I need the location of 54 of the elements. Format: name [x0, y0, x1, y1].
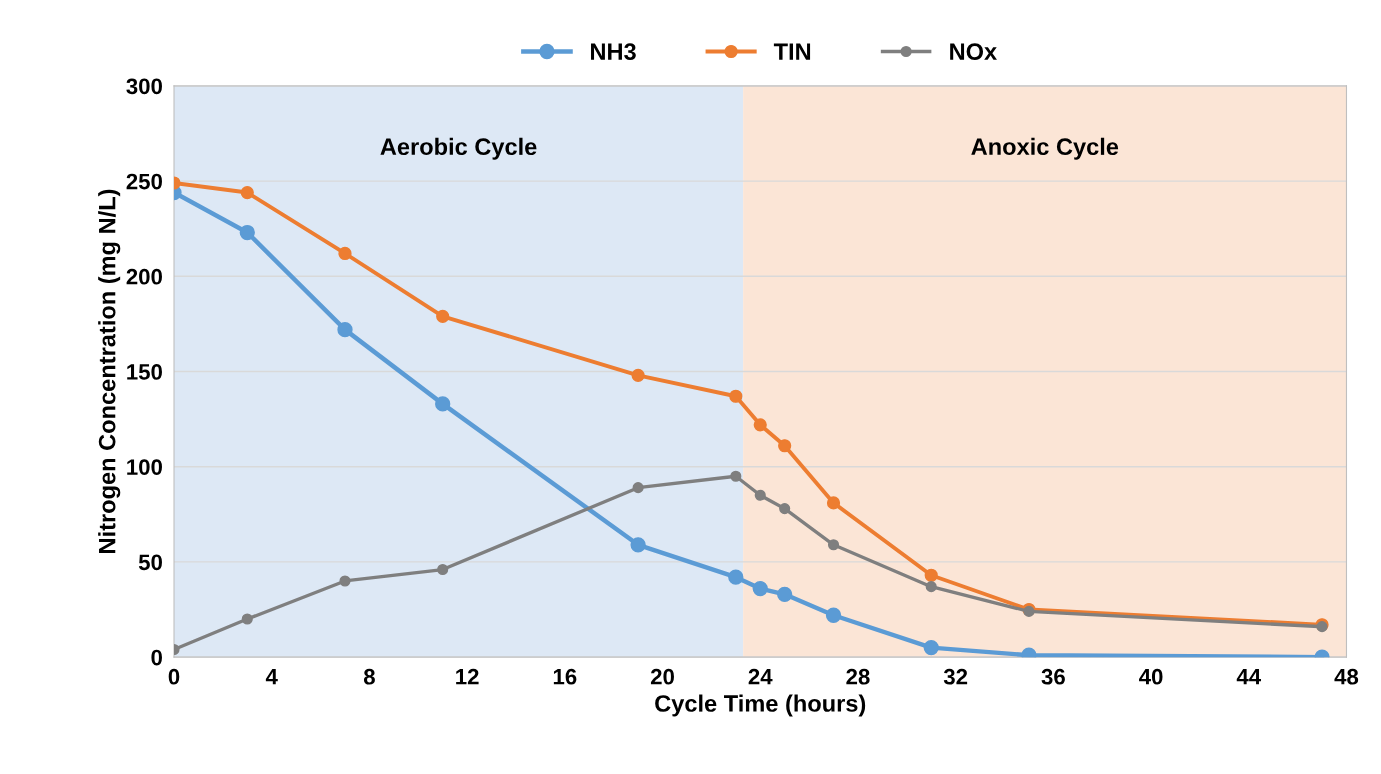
point — [923, 639, 939, 656]
point — [827, 539, 840, 551]
point — [240, 185, 254, 200]
point — [631, 368, 645, 382]
point — [239, 224, 255, 241]
y-tick-label: 0 — [151, 649, 162, 666]
point — [925, 581, 937, 593]
x-tick-label: 32 — [943, 668, 968, 685]
point — [630, 537, 646, 553]
point — [729, 389, 743, 403]
point — [753, 418, 767, 432]
y-tick-label: 300 — [126, 78, 162, 95]
x-tick-label: 48 — [1334, 668, 1359, 685]
point — [754, 489, 766, 501]
point — [779, 503, 791, 515]
x-tick-label: 16 — [553, 668, 577, 685]
point — [924, 568, 938, 582]
point — [435, 396, 451, 412]
x-tick-label: 24 — [748, 668, 773, 685]
y-tick-label: 200 — [126, 268, 162, 285]
point — [437, 563, 449, 576]
x-tick-label: 8 — [363, 668, 375, 685]
point — [728, 569, 744, 585]
point — [777, 586, 793, 602]
x-tick-label: 4 — [265, 669, 278, 685]
point — [436, 309, 450, 323]
point — [241, 613, 253, 625]
x-axis-title: Cycle Time (hours) — [655, 694, 866, 717]
x-tick-label: 20 — [650, 668, 674, 685]
point — [337, 321, 353, 338]
legend-label: TIN — [773, 43, 811, 60]
point — [825, 607, 842, 623]
x-tick-label: 28 — [846, 668, 870, 685]
point — [730, 470, 742, 482]
point — [752, 580, 768, 597]
legend-label: NOx — [950, 43, 997, 60]
x-tick-label: 40 — [1139, 668, 1163, 685]
point — [338, 246, 352, 261]
y-axis-title: Nitrogen Concentration (mg N/L) — [98, 189, 121, 553]
y-tick-label: 150 — [127, 364, 162, 380]
x-tick-label: 0 — [168, 668, 180, 685]
x-tick-label: 36 — [1041, 668, 1065, 685]
y-tick-label: 50 — [138, 554, 162, 571]
legend-label: NH3 — [591, 43, 636, 61]
y-tick-label: 100 — [127, 459, 162, 475]
point — [778, 439, 792, 453]
point — [632, 482, 644, 494]
point — [339, 575, 351, 587]
x-tick-label: 12 — [456, 668, 479, 685]
x-tick-label: 44 — [1236, 669, 1262, 685]
band-label: Aerobic Cycle — [380, 137, 537, 160]
band-label: Anoxic Cycle — [971, 137, 1119, 160]
point — [826, 496, 841, 510]
y-tick-label: 250 — [126, 173, 162, 190]
